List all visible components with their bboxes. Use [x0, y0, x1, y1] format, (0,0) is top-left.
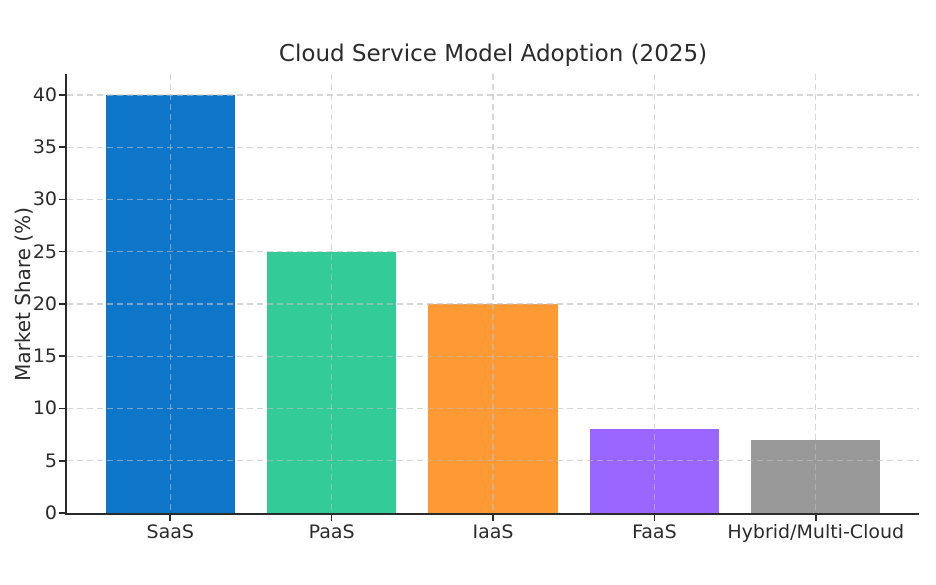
y-tick-5 — [59, 459, 66, 462]
x-tick-label-iaas: IaaS — [472, 521, 514, 543]
y-tick-label-5: 5 — [44, 449, 57, 472]
y-axis-spine — [65, 74, 67, 515]
y-tick-label-30: 30 — [32, 188, 57, 211]
y-tick-label-25: 25 — [32, 240, 57, 263]
x-tick-label-hybrid-multi-cloud: Hybrid/Multi-Cloud — [727, 521, 905, 543]
y-tick-35 — [59, 146, 66, 148]
y-tick-20 — [59, 303, 66, 305]
y-tick-10 — [59, 407, 66, 410]
x-tick-label-saas: SaaS — [146, 521, 194, 543]
x-tick-iaas — [492, 514, 494, 522]
y-tick-30 — [59, 198, 66, 201]
y-tick-label-15: 15 — [32, 345, 57, 368]
x-tick-label-faas: FaaS — [632, 521, 677, 543]
x-tick-faas — [653, 514, 656, 522]
x-axis-spine — [65, 513, 919, 515]
bar-iaas — [428, 303, 558, 513]
x-tick-paas — [330, 514, 333, 522]
bar-saas — [105, 94, 235, 513]
y-tick-15 — [59, 355, 66, 357]
x-tick-hybrid-multi-cloud — [814, 514, 817, 522]
bar-faas — [589, 429, 719, 513]
x-tick-label-paas: PaaS — [308, 521, 355, 543]
y-tick-label-35: 35 — [32, 136, 57, 159]
x-tick-saas — [169, 514, 172, 522]
bar-paas — [267, 251, 397, 513]
y-tick-label-40: 40 — [32, 83, 57, 106]
plot-area — [67, 74, 919, 513]
y-tick-label-0: 0 — [44, 502, 57, 524]
y-tick-label-20: 20 — [32, 292, 57, 315]
bar-hybrid-multi-cloud — [751, 439, 881, 513]
y-tick-40 — [59, 94, 66, 96]
y-tick-25 — [59, 250, 66, 253]
y-tick-label-10: 10 — [32, 397, 57, 420]
chart-title: Cloud Service Model Adoption (2025) — [278, 41, 708, 67]
y-tick-0 — [59, 512, 66, 514]
